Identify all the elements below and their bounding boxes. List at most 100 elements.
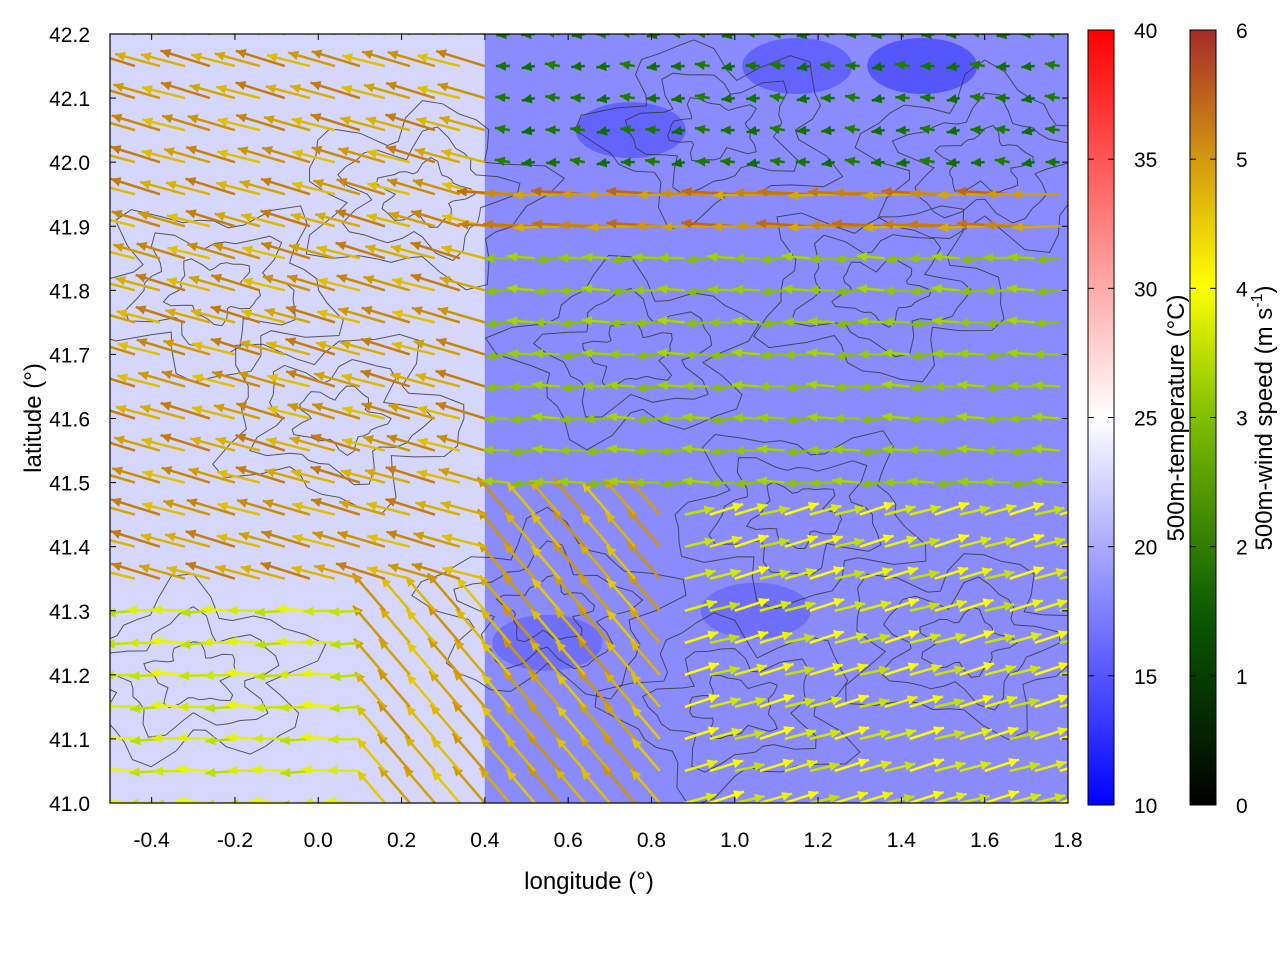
wind-arrow (734, 565, 770, 580)
wind-arrow (994, 124, 1010, 135)
wind-arrow (416, 405, 461, 420)
wind-arrow (166, 213, 211, 228)
wind-arrow (809, 793, 840, 803)
wind-arrow (1059, 510, 1068, 516)
wind-arrow (809, 696, 842, 709)
wind-arrow (454, 608, 486, 644)
wind-arrow (710, 415, 735, 425)
wind-arrow (494, 156, 511, 167)
wind-arrow (439, 115, 486, 132)
wind-arrow (709, 535, 743, 548)
wind-arrow (110, 770, 111, 773)
wind-arrow (909, 632, 941, 645)
wind-arrow (959, 598, 994, 612)
wind-arrow (262, 499, 311, 516)
y-tick-label: 42.1 (49, 88, 90, 111)
wind-arrow (483, 445, 510, 455)
wind-arrow (138, 563, 186, 580)
wind-arrow (558, 253, 585, 263)
wind-arrow (684, 694, 720, 709)
wind-arrow (783, 317, 810, 327)
wind-arrow (507, 252, 535, 262)
wind-arrow (111, 113, 161, 132)
wind-arrow (141, 85, 186, 100)
wind-arrow (956, 444, 985, 454)
wind-arrow (504, 736, 536, 772)
wind-arrow (969, 60, 985, 70)
wind-arrow (260, 241, 311, 260)
wind-arrow (604, 671, 636, 708)
wind-arrow (552, 573, 586, 612)
wind-arrow (440, 148, 486, 164)
wind-arrow (531, 412, 560, 422)
wind-arrow (390, 244, 436, 260)
wind-arrow (996, 61, 1010, 72)
wind-arrow (1011, 189, 1060, 200)
y-tick-label: 41.3 (49, 601, 90, 624)
wind-arrow (635, 383, 660, 393)
wind-arrow (784, 567, 817, 580)
wind-arrow (411, 562, 461, 580)
wind-arrow (227, 605, 260, 616)
wind-arrow (341, 84, 386, 100)
wind-arrow (365, 116, 411, 132)
wind-arrow (139, 180, 186, 196)
contour-line (845, 553, 1068, 741)
wind-arrow (579, 543, 611, 580)
wind-arrow (631, 705, 661, 740)
wind-arrow (859, 501, 895, 516)
wind-arrow (363, 83, 411, 100)
wind-arrow (658, 253, 685, 263)
wind-arrow (909, 663, 943, 677)
wind-arrow (551, 508, 586, 548)
wind-arrow (386, 434, 436, 452)
wind-arrow (412, 178, 461, 196)
wind-arrow (759, 600, 792, 612)
wind-arrow (530, 608, 561, 644)
wind-arrow (969, 92, 985, 103)
wind-arrow (310, 465, 361, 484)
wind-arrow (1034, 694, 1068, 709)
wind-arrow (620, 124, 635, 135)
wind-arrow (734, 761, 765, 773)
x-tick-label: 1.2 (803, 829, 832, 852)
wind-arrow (707, 284, 735, 295)
wind-arrow (732, 380, 760, 390)
wind-arrow (582, 348, 610, 359)
wind-arrow (684, 537, 716, 548)
wind-arrow (188, 275, 236, 292)
wind-arrow (626, 508, 661, 548)
wind-arrow (441, 533, 486, 548)
wind-vectors (110, 34, 1068, 803)
wind-arrow (734, 696, 767, 709)
wind-arrow (160, 433, 211, 452)
wind-arrow (809, 597, 845, 612)
wind-arrow (984, 601, 1015, 612)
wind-arrow (140, 532, 186, 548)
wind-arrow (128, 798, 160, 803)
wind-arrow (405, 608, 436, 644)
wind-arrow (559, 414, 585, 425)
wind-arrow (656, 316, 685, 326)
temperature-colorbar-tick-label: 10 (1134, 795, 1157, 818)
wind-arrow (338, 499, 386, 516)
wind-arrow (129, 671, 161, 681)
wind-arrow (385, 497, 436, 516)
wind-arrow (142, 117, 186, 132)
wind-arrow (628, 606, 661, 644)
wind-arrow (310, 81, 361, 100)
wind-arrow (683, 381, 710, 391)
wind-arrow (934, 665, 966, 677)
wind-arrow (139, 404, 186, 420)
wind-arrow (809, 630, 845, 644)
wind-arrow (871, 93, 885, 104)
wind-arrow (292, 149, 336, 164)
wind-arrow (635, 350, 660, 361)
wind-arrow (809, 662, 844, 677)
wind-arrow (377, 766, 411, 803)
wind-arrow (956, 412, 985, 422)
wind-arrow (164, 308, 211, 324)
wind-arrow (603, 478, 636, 516)
wind-arrow (984, 695, 1018, 709)
wind-arrow (192, 373, 236, 388)
